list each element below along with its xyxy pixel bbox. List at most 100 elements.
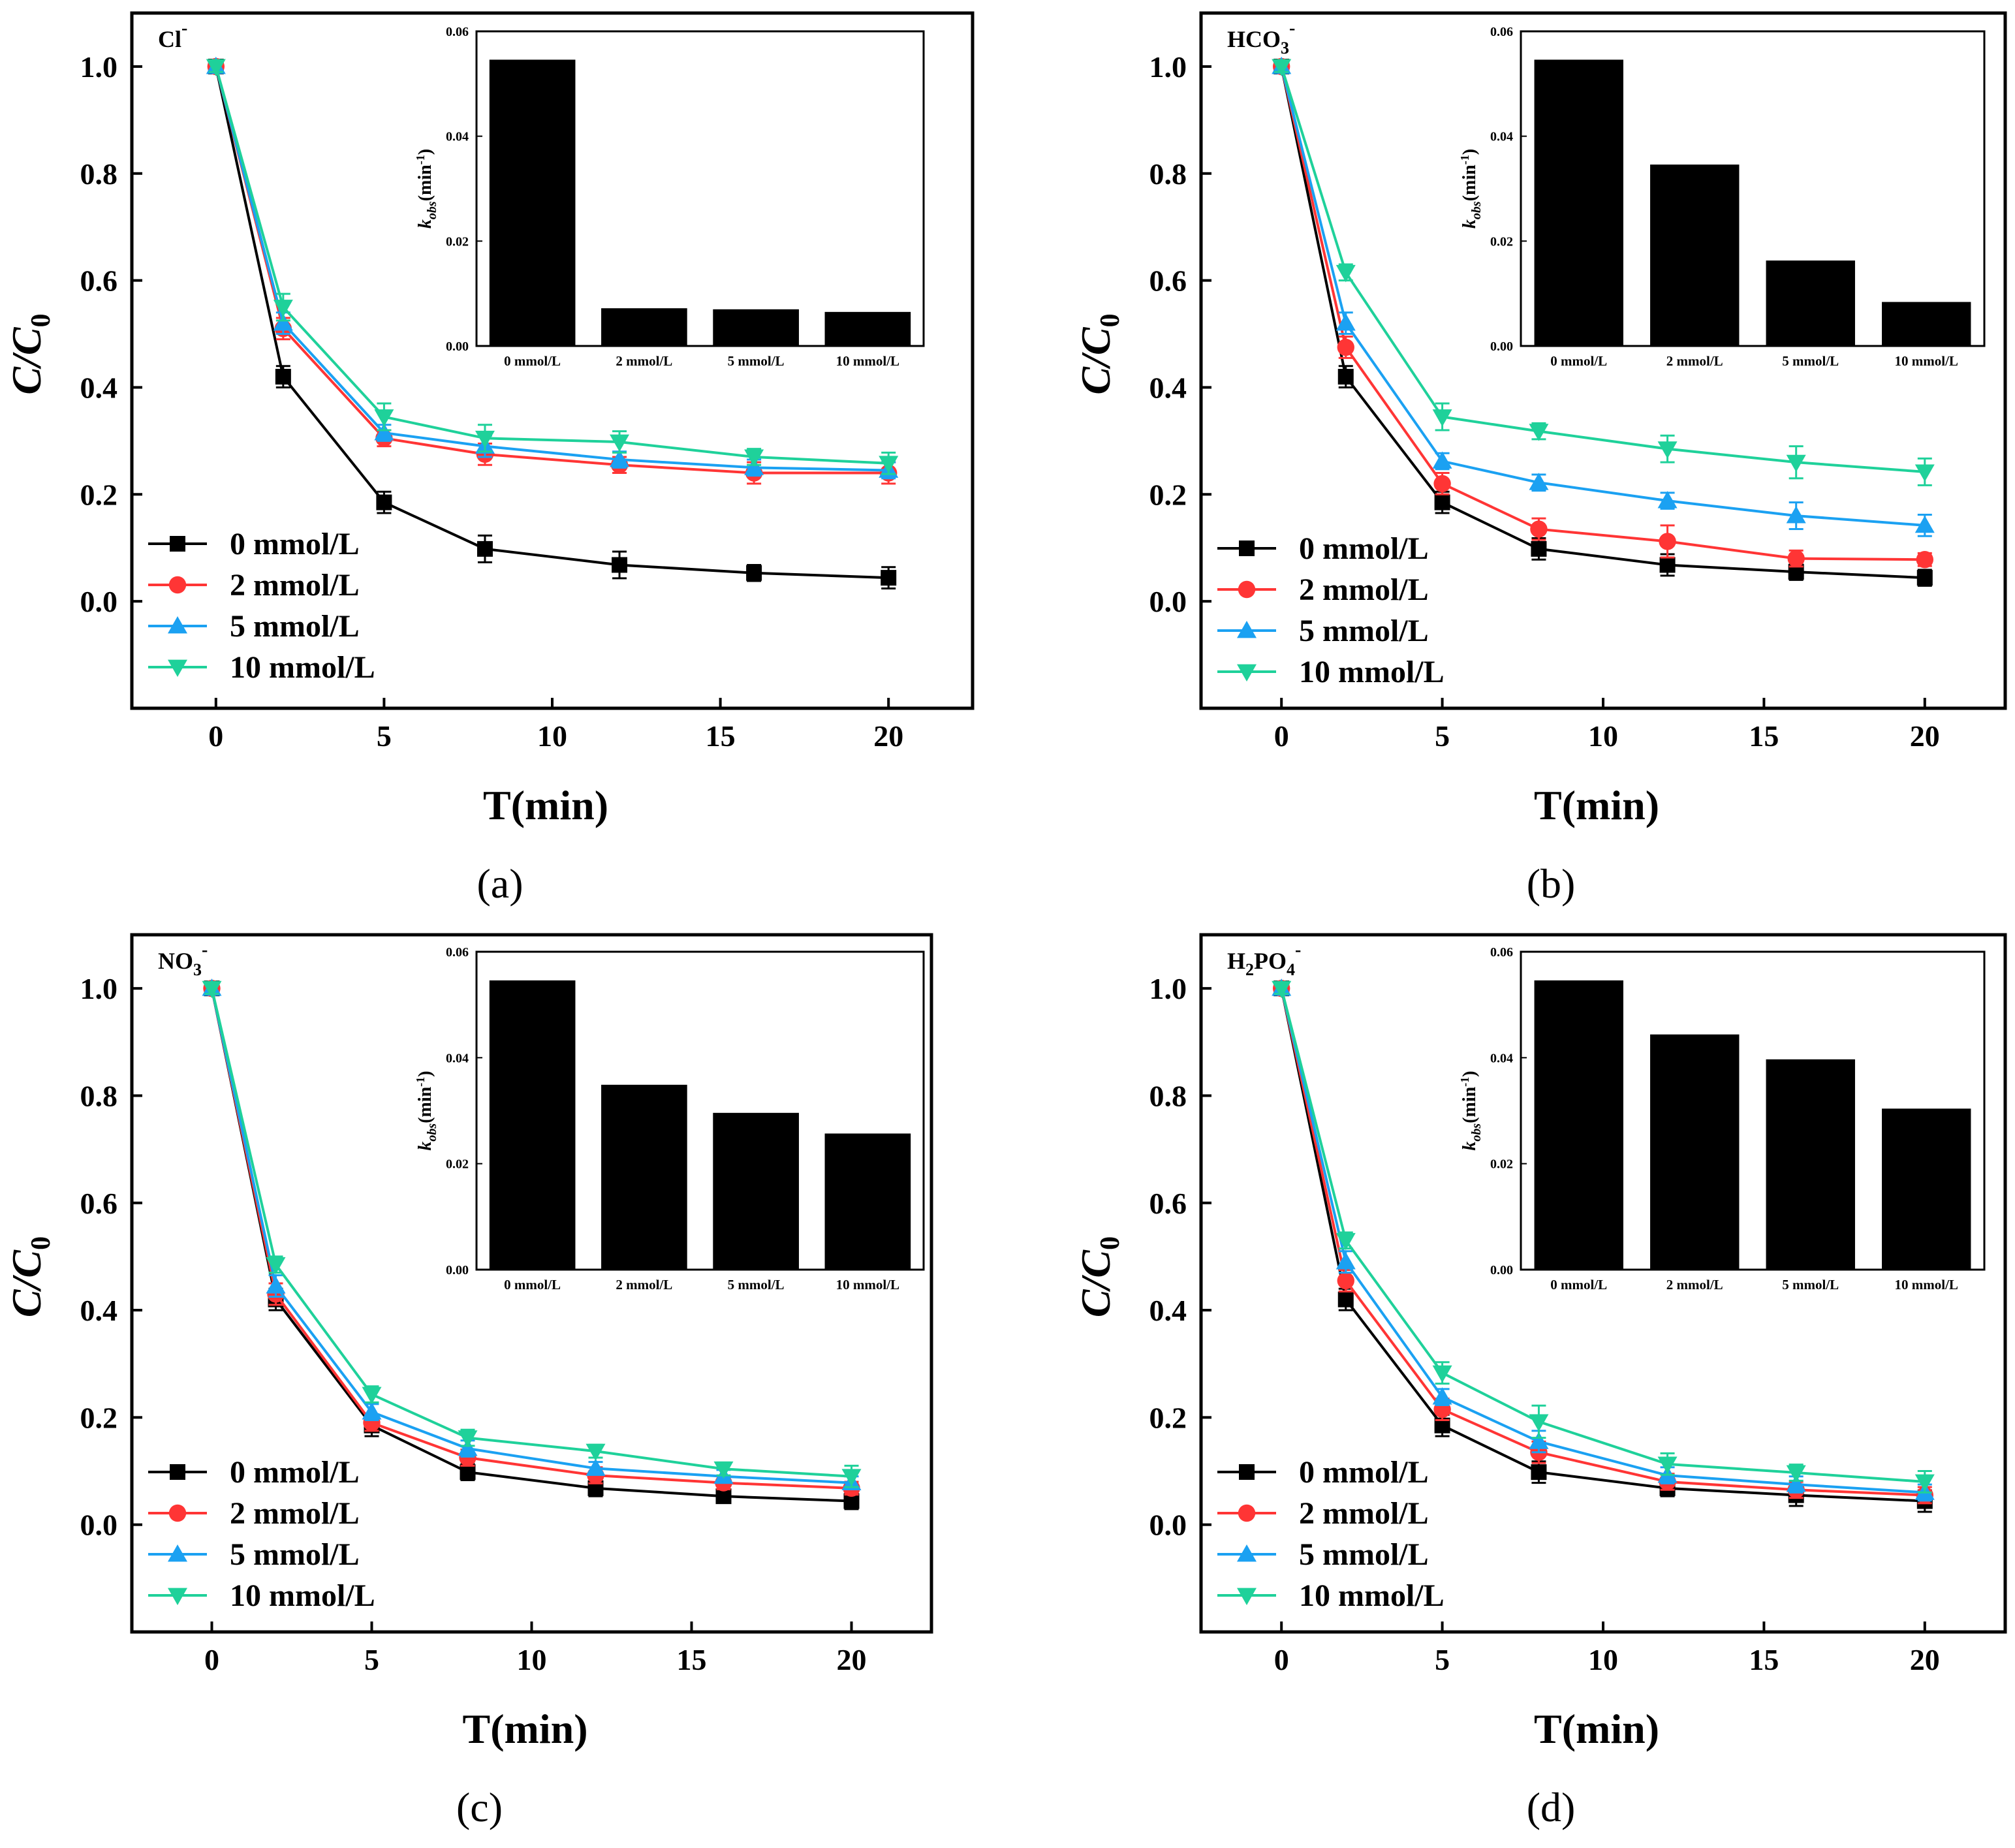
x-tick-label: 15 [677, 1643, 707, 1676]
y-tick-label: 0.4 [80, 371, 118, 404]
data-point [1787, 550, 1805, 567]
y-tick-label: 0.2 [1149, 478, 1187, 511]
inset-category-label: 0 mmol/L [1550, 1277, 1607, 1292]
inset-ylabel-unit: (min [1460, 1086, 1480, 1123]
anion-text: NO [158, 948, 193, 974]
y-tick-label: 0.2 [80, 1401, 118, 1434]
legend-marker [1237, 1588, 1257, 1605]
inset-bar [489, 980, 576, 1270]
legend-label: 10 mmol/L [1299, 655, 1445, 689]
inset-y-tick-label: 0.00 [446, 1263, 469, 1277]
data-point [1786, 506, 1806, 524]
y-axis-title-sub: 0 [1095, 313, 1125, 327]
x-tick-label: 15 [1749, 1643, 1779, 1676]
inset-y-tick-label: 0.06 [1490, 25, 1513, 39]
inset-y-axis-title: kobs(min-1) [1458, 149, 1484, 228]
data-point [460, 1464, 476, 1480]
y-axis-title-sub: 0 [1095, 1236, 1125, 1250]
inset-bar [1650, 1034, 1740, 1270]
inset-bar-chart: 0.00 0.02 0.04 0.06 0 mmol/L 2 mmol/L 5 mmol/L… [1458, 945, 1986, 1292]
legend-marker [1237, 664, 1257, 681]
y-tick-label: 0.0 [1149, 1509, 1187, 1542]
inset-ylabel-close: ) [415, 149, 435, 155]
inset-category-label: 2 mmol/L [1666, 1277, 1723, 1292]
data-point [374, 409, 394, 427]
anion-text-mid: PO [1254, 948, 1287, 974]
data-point [1916, 551, 1933, 569]
series-10-mmol-L [206, 59, 899, 475]
legend: 0 mmol/L 2 mmol/L 5 mmol/L 10 mmol/L [1217, 1455, 1445, 1613]
inset-y-tick-label: 0.02 [446, 234, 469, 249]
anion-subscript: 2 [1245, 960, 1254, 979]
legend: 0 mmol/L 2 mmol/L 5 mmol/L 10 mmol/L [148, 1455, 375, 1613]
inset-bar-chart: 0.00 0.02 0.04 0.06 0 mmol/L 2 mmol/L 5 mmol/L… [414, 25, 925, 369]
panel-label: (d) [1527, 1784, 1576, 1830]
data-point [1336, 264, 1356, 283]
legend-marker [168, 659, 187, 677]
inset-category-label: 5 mmol/L [1782, 1277, 1839, 1292]
y-tick-label: 0.6 [1149, 1187, 1187, 1220]
inset-category-label: 2 mmol/L [616, 1277, 672, 1292]
data-point [746, 565, 762, 581]
y-tick-label: 0.4 [1149, 1294, 1187, 1327]
data-point [1914, 464, 1935, 482]
inset-ylabel-sub: obs [425, 1123, 439, 1142]
inset-category-label: 2 mmol/L [616, 353, 672, 369]
data-point [1659, 557, 1676, 573]
y-axis-title: C/C0 [1072, 313, 1125, 394]
anion-superscript: - [1295, 940, 1301, 960]
x-tick-label: 20 [1910, 719, 1940, 753]
inset-y-tick-label: 0.04 [446, 1051, 469, 1065]
data-point [713, 1461, 734, 1479]
anion-superscript: - [181, 18, 187, 39]
x-axis-title: T(min) [483, 782, 608, 828]
legend-label: 5 mmol/L [230, 1537, 360, 1572]
inset-bar [489, 59, 576, 347]
x-tick-label: 20 [1910, 1643, 1940, 1676]
y-axis-title: C/C0 [1072, 1236, 1125, 1317]
y-tick-label: 0.0 [80, 1509, 118, 1542]
data-point [610, 434, 630, 452]
inset-bar [601, 1084, 687, 1270]
x-tick-label: 20 [837, 1643, 867, 1676]
inset-bar [713, 1112, 799, 1270]
inset-y-tick-label: 0.06 [446, 25, 469, 39]
x-tick-label: 5 [1435, 1643, 1450, 1676]
data-point [206, 59, 226, 76]
inset-y-tick-label: 0.04 [1490, 130, 1513, 144]
inset-y-tick-label: 0.02 [1490, 1157, 1513, 1172]
x-tick-label: 10 [537, 719, 567, 753]
anion-subscript: 3 [193, 960, 202, 979]
legend-marker [168, 576, 187, 594]
y-axis-title-sub: 0 [26, 313, 56, 327]
inset-bar-chart: 0.00 0.02 0.04 0.06 0 mmol/L 2 mmol/L 5 mmol/L… [1458, 25, 1986, 369]
inset-bar [1650, 164, 1740, 347]
data-point [273, 300, 293, 317]
y-tick-label: 0.4 [80, 1294, 118, 1327]
x-tick-label: 0 [208, 719, 223, 753]
data-point [273, 313, 293, 331]
inset-ylabel-unit: (min [1460, 164, 1480, 201]
inset-category-label: 5 mmol/L [1782, 353, 1839, 369]
data-point [1914, 1474, 1935, 1492]
inset-bar [601, 308, 687, 347]
y-tick-label: 0.8 [1149, 1079, 1187, 1112]
inset-y-axis-title: kobs(min-1) [414, 149, 439, 228]
y-tick-label: 1.0 [80, 50, 118, 84]
data-point [475, 430, 495, 448]
data-point [1659, 533, 1676, 550]
inset-ylabel-sup: -1 [1458, 1077, 1471, 1087]
inset-y-tick-label: 0.06 [446, 945, 469, 960]
legend-label: 5 mmol/L [230, 609, 360, 644]
inset-bar [1882, 1108, 1971, 1270]
data-point [1337, 1272, 1354, 1290]
data-point [202, 980, 222, 999]
legend-marker [168, 1504, 187, 1522]
inset-ylabel-k: k [415, 219, 435, 228]
inset-bar [1766, 1059, 1855, 1270]
data-point [1272, 59, 1292, 76]
inset-bar [1766, 260, 1855, 347]
data-point [1432, 1387, 1452, 1405]
panel-label: (a) [476, 860, 523, 907]
data-point [266, 1276, 286, 1294]
